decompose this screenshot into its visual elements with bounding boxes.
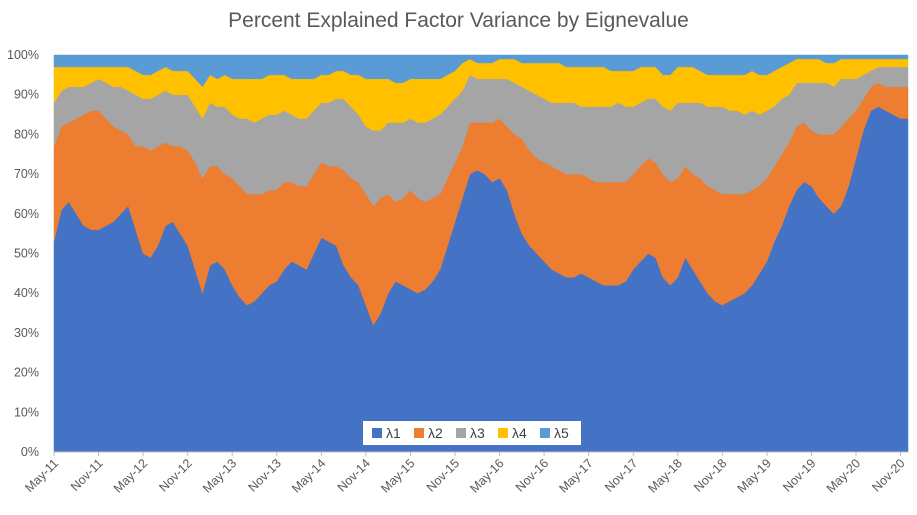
x-tick-label: Nov-17	[602, 456, 640, 494]
x-tick-label: May-16	[467, 456, 506, 495]
x-tick-label: May-14	[289, 456, 328, 495]
y-tick-label: 80%	[14, 127, 39, 141]
x-tick-label: May-13	[200, 456, 239, 495]
legend-label: λ1	[386, 425, 401, 441]
x-tick-label: May-19	[735, 456, 774, 495]
legend-swatch	[498, 428, 508, 438]
x-tick-label: Nov-13	[246, 456, 284, 494]
legend-swatch	[456, 428, 466, 438]
area-series-5	[53, 54, 909, 88]
y-tick-label: 10%	[14, 405, 39, 419]
y-tick-label: 90%	[14, 88, 39, 102]
chart-title: Percent Explained Factor Variance by Eig…	[228, 9, 689, 32]
plot-areas	[53, 54, 909, 453]
x-tick-label: May-18	[646, 456, 685, 495]
y-tick-label: 50%	[14, 247, 39, 261]
x-tick-label: Nov-18	[691, 456, 729, 494]
x-tick-label: Nov-12	[156, 456, 194, 494]
x-tick-label: Nov-19	[780, 456, 818, 494]
legend: λ1 λ2 λ3 λ4 λ5	[363, 421, 581, 445]
x-tick-label: May-17	[556, 456, 595, 495]
legend-label: λ4	[512, 425, 527, 441]
y-tick-label: 60%	[14, 207, 39, 221]
y-tick-label: 0%	[21, 445, 39, 459]
y-tick-label: 30%	[14, 326, 39, 340]
x-tick-label: Nov-11	[68, 456, 106, 494]
legend-label: λ3	[470, 425, 485, 441]
x-tick-label: Nov-20	[869, 456, 907, 494]
x-tick-label: May-20	[824, 456, 863, 495]
x-tick-label: May-11	[22, 456, 61, 495]
y-tick-label: 70%	[14, 167, 39, 181]
x-tick-label: Nov-14	[335, 456, 373, 494]
legend-label: λ5	[554, 425, 569, 441]
legend-swatch	[540, 428, 550, 438]
x-tick-label: Nov-15	[424, 456, 462, 494]
y-tick-label: 100%	[7, 48, 39, 62]
y-tick-label: 40%	[14, 286, 39, 300]
x-tick-label: May-15	[378, 456, 417, 495]
x-tick-label: Nov-16	[513, 456, 551, 494]
y-tick-label: 20%	[14, 366, 39, 380]
x-tick-label: May-12	[111, 456, 150, 495]
legend-label: λ2	[428, 425, 443, 441]
legend-swatch	[414, 428, 424, 438]
legend-swatch	[372, 428, 382, 438]
